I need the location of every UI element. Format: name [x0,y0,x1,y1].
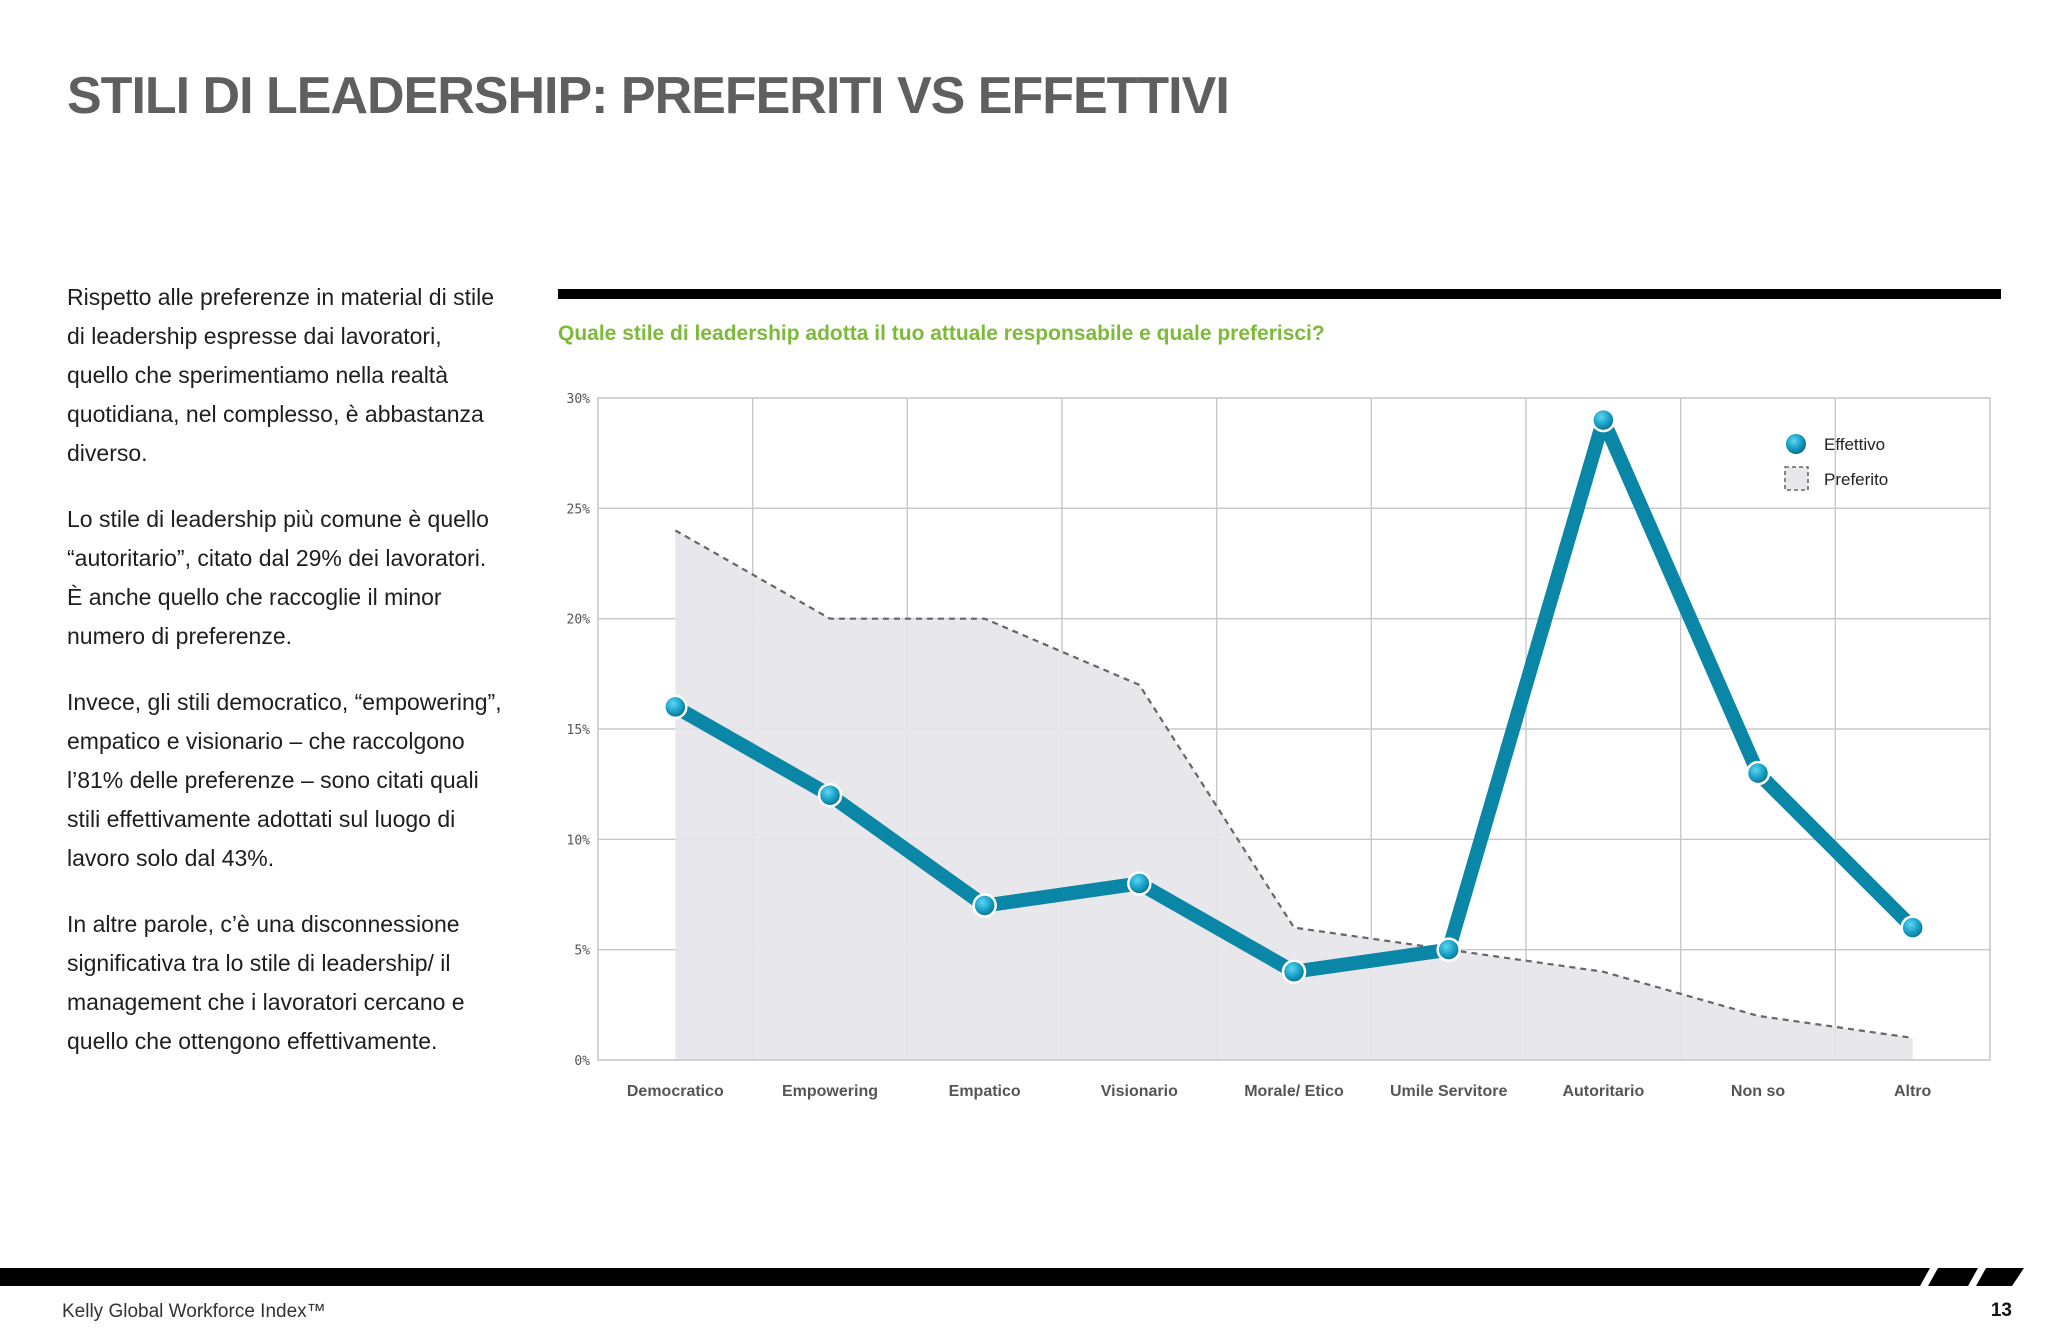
actual-data-point [1436,937,1461,962]
y-tick-label: 25% [567,502,591,517]
paragraph: Lo stile di leadership più comune è quel… [67,506,489,649]
chart-top-rule [558,289,2001,299]
actual-data-point [1745,760,1771,786]
preferred-area [675,530,1913,1060]
y-tick-label: 20% [567,613,591,628]
y-tick-label: 30% [567,392,591,407]
paragraph: In altre parole, c’è una disconnessione … [67,911,465,1054]
x-tick-label: Empowering [782,1083,878,1100]
actual-markers [663,407,1925,984]
page-title: STILI DI LEADERSHIP: PREFERITI VS EFFETT… [67,67,1230,125]
preferred-area-fill [675,530,1913,1060]
y-tick-label: 5% [574,944,590,959]
paragraph: Rispetto alle preferenze in material di … [67,284,494,466]
legend-marker-actual [1786,434,1806,454]
x-tick-label: Autoritario [1562,1083,1644,1100]
actual-data-point [817,782,843,808]
page-number: 13 [1990,1300,2012,1321]
actual-data-point [1900,915,1925,940]
x-tick-label: Morale/ Etico [1244,1083,1344,1100]
legend-label-actual: Effettivo [1824,435,1885,454]
actual-data-point [1281,959,1307,984]
y-tick-labels: 0% 5% 10% 15% 20% 25% 30% [567,392,591,1069]
y-tick-label: 0% [574,1054,590,1069]
paragraph: Invece, gli stili democratico, “empoweri… [67,689,502,871]
line-chart: 0% 5% 10% 15% 20% 25% 30% Democratico Empowerin… [567,392,1991,1100]
y-tick-label: 10% [567,833,591,848]
footer-band [0,1268,2024,1286]
actual-data-point [972,893,997,918]
chart-title: Quale stile di leadership adotta il tuo … [558,322,1325,345]
x-tick-labels: Democratico Empowering Empatico Visionario M… [627,1083,1932,1100]
legend-label-preferred: Preferito [1824,470,1888,489]
legend: Effettivo Preferito [1784,434,1888,491]
x-tick-label: Umile Servitore [1390,1083,1507,1100]
footer-source: Kelly Global Workforce Index™ [62,1301,326,1322]
x-tick-label: Altro [1894,1083,1932,1100]
plot-border [597,397,1991,1061]
x-tick-label: Empatico [949,1083,1021,1100]
body-text: Rispetto alle preferenze in material di … [67,278,507,1088]
actual-data-point [1127,871,1152,896]
actual-data-point [1591,407,1616,433]
legend-marker-preferred [1784,466,1809,491]
plot-frame [597,397,1991,1061]
x-tick-label: Non so [1731,1083,1785,1100]
y-tick-label: 15% [567,723,591,738]
actual-data-point [663,694,688,720]
x-tick-label: Democratico [627,1083,724,1100]
x-tick-label: Visionario [1101,1083,1178,1100]
